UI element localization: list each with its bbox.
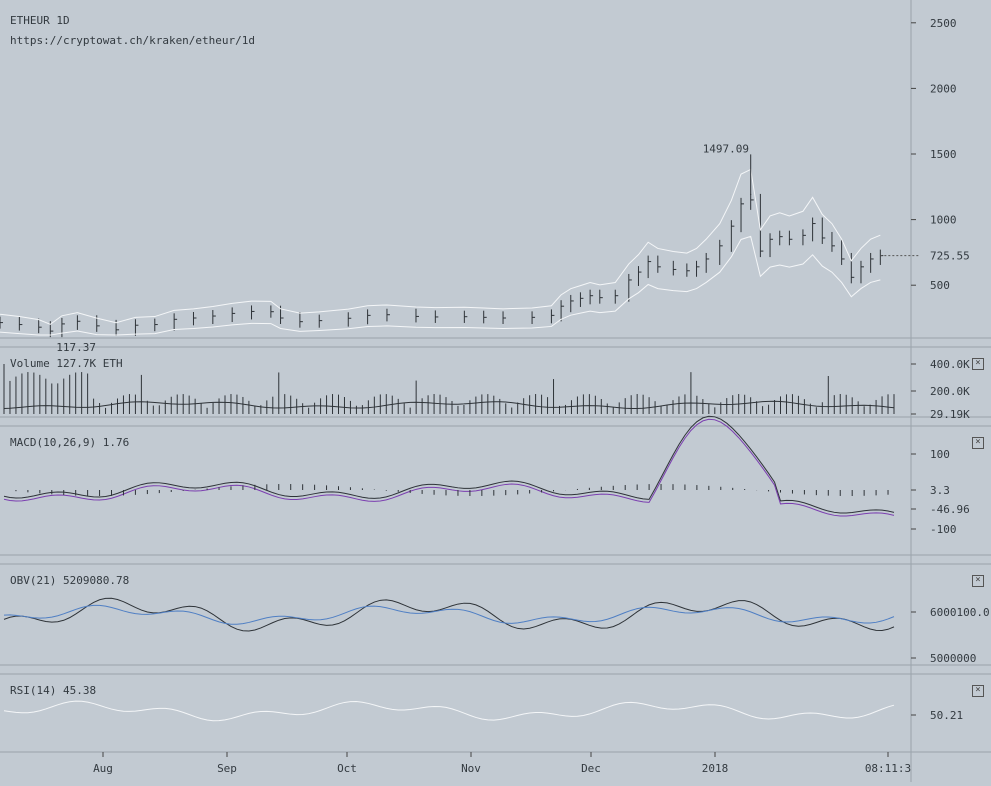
obv-tick-label: 6000100.0 bbox=[930, 606, 990, 619]
rsi-line bbox=[3, 700, 895, 722]
rsi-label: RSI(14) 45.38 bbox=[10, 684, 97, 697]
volume-tick-label: 400.0K bbox=[930, 358, 970, 371]
macd-line bbox=[3, 415, 895, 514]
macd-tick-label: -46.96 bbox=[930, 503, 970, 516]
price-tick-label: 2500 bbox=[930, 17, 957, 30]
volume-label: Volume 127.7K ETH bbox=[10, 357, 123, 370]
macd-tick-label: 3.3 bbox=[930, 484, 950, 497]
volume-tick-label: 200.0K bbox=[930, 385, 970, 398]
obv-tick-label: 5000000 bbox=[930, 652, 976, 665]
obv-ma-line bbox=[3, 604, 895, 625]
macd-tick-label: 100 bbox=[930, 448, 950, 461]
bollinger-upper-line bbox=[0, 168, 881, 325]
price-tick-label: 1500 bbox=[930, 148, 957, 161]
time-axis-label: 2018 bbox=[702, 762, 729, 775]
high-label: 1497.09 bbox=[703, 142, 749, 155]
bollinger-lower-line bbox=[0, 235, 881, 336]
close-rsi-icon[interactable]: × bbox=[972, 685, 984, 697]
low-label: 117.37 bbox=[56, 341, 96, 354]
time-axis-label: 08:11:3 bbox=[865, 762, 911, 775]
close-obv-icon[interactable]: × bbox=[972, 575, 984, 587]
macd-signal-line bbox=[3, 418, 895, 517]
last-price-label: 725.55 bbox=[930, 250, 970, 263]
volume-tick-label: 29.19K bbox=[930, 408, 970, 421]
time-axis-label: Sep bbox=[217, 762, 237, 775]
time-axis-label: Dec bbox=[581, 762, 601, 775]
chart-title: ETHEUR 1D bbox=[10, 14, 70, 27]
obv-label: OBV(21) 5209080.78 bbox=[10, 574, 130, 587]
time-axis-label: Aug bbox=[93, 762, 113, 775]
macd-label: MACD(10,26,9) 1.76 bbox=[10, 436, 130, 449]
price-tick-label: 2000 bbox=[930, 82, 957, 95]
macd-tick-label: -100 bbox=[930, 523, 957, 536]
close-macd-icon[interactable]: × bbox=[972, 437, 984, 449]
rsi-tick-label: 50.21 bbox=[930, 709, 963, 722]
chart-url[interactable]: https://cryptowat.ch/kraken/etheur/1d bbox=[10, 34, 256, 47]
time-axis-label: Nov bbox=[461, 762, 481, 775]
close-volume-icon[interactable]: × bbox=[972, 358, 984, 370]
time-axis-label: Oct bbox=[337, 762, 357, 775]
price-tick-label: 500 bbox=[930, 279, 950, 292]
obv-line bbox=[3, 597, 895, 632]
volume-ma-line bbox=[3, 400, 895, 410]
price-tick-label: 1000 bbox=[930, 214, 957, 227]
